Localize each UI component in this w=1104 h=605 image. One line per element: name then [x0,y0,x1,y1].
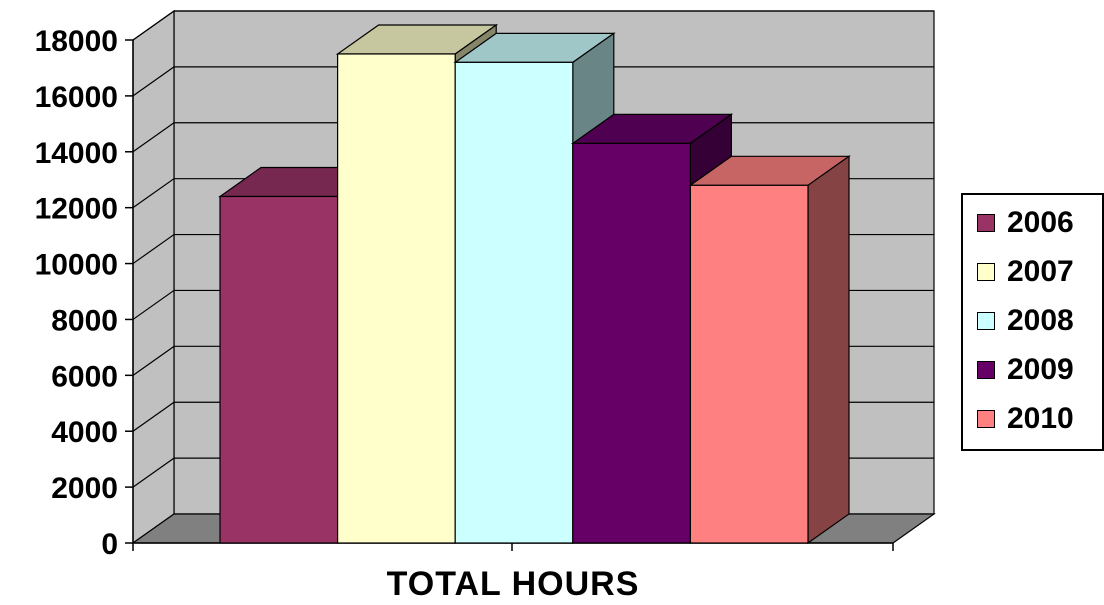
y-tick-label: 8000 [51,304,118,337]
legend-label: 2010 [1007,402,1074,435]
legend-label: 2006 [1007,206,1074,239]
y-tick-label: 14000 [35,137,118,170]
bar-2008 [454,61,574,544]
y-tick-label: 12000 [35,193,118,226]
bar-2006 [219,195,339,544]
legend-item-2006: 2006 [977,203,1074,243]
y-tick-label: 6000 [51,360,118,393]
side-wall [132,9,175,545]
y-tick-label: 16000 [35,81,118,114]
bar-2007 [337,53,456,544]
legend-label: 2007 [1007,255,1074,288]
legend-item-2010: 2010 [977,399,1074,439]
y-tick-label: 4000 [51,416,118,449]
legend-item-2007: 2007 [977,252,1074,292]
legend-item-2008: 2008 [977,301,1074,341]
legend-swatch [977,312,995,330]
y-tick-label: 18000 [35,25,118,58]
x-category-label: TOTAL HOURS [387,565,640,600]
legend-swatch [977,214,995,232]
legend-label: 2009 [1007,353,1074,386]
y-tick-label: 2000 [51,472,118,505]
chart-legend: 2006 2007 2008 2009 2010 [961,193,1104,451]
gridline [132,10,934,41]
legend-swatch [977,410,995,428]
gridline [132,66,934,97]
bar-2010 [689,184,809,544]
bar-side [807,155,850,545]
legend-label: 2008 [1007,304,1074,337]
y-tick-label: 0 [101,528,118,561]
bar-2009 [572,142,691,544]
legend-item-2009: 2009 [977,350,1074,390]
legend-swatch [977,263,995,281]
y-tick-label: 10000 [35,249,118,282]
legend-swatch [977,361,995,379]
